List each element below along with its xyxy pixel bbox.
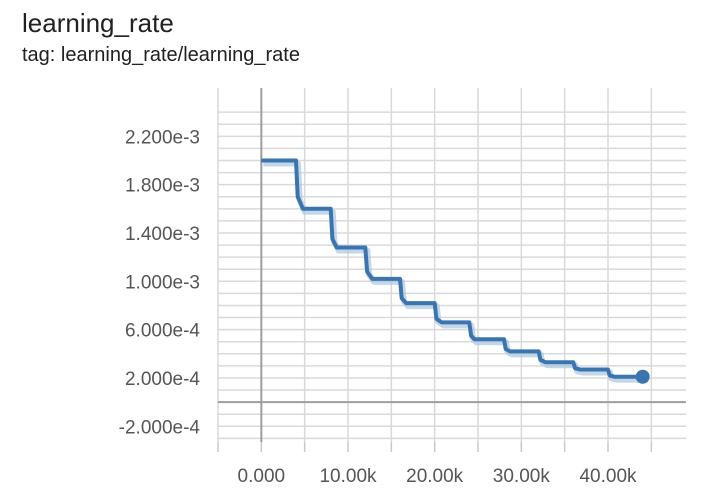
y-tick-label: 1.400e-3: [125, 224, 200, 245]
chart-tag: tag: learning_rate/learning_rate: [22, 44, 300, 66]
x-tick-label: 10.00k: [319, 466, 377, 487]
last-point-marker: [635, 369, 650, 384]
chart-title: learning_rate: [22, 8, 174, 38]
raw-series-line: [263, 160, 645, 383]
y-tick-label: 1.000e-3: [125, 272, 200, 293]
y-tick-label: -2.000e-4: [119, 417, 201, 438]
y-tick-label: 6.000e-4: [125, 321, 200, 342]
axes: [218, 88, 686, 442]
y-tick-label: 1.800e-3: [125, 176, 200, 197]
x-tick-label: 0.000: [238, 466, 286, 487]
x-axis-ticks: 0.000 10.00k 20.00k 30.00k 40.00k: [238, 466, 637, 487]
grid: [217, 88, 686, 452]
y-tick-label: 2.200e-3: [125, 127, 200, 148]
y-tick-label: 2.000e-4: [125, 369, 200, 390]
y-axis-ticks: 2.200e-3 1.800e-3 1.400e-3 1.000e-3 6.000e-4…: [119, 127, 201, 438]
x-tick-label: 40.00k: [579, 466, 637, 487]
series-line: [261, 158, 643, 379]
series[interactable]: [261, 158, 650, 384]
x-tick-label: 30.00k: [493, 466, 551, 487]
x-tick-label: 20.00k: [406, 466, 464, 487]
